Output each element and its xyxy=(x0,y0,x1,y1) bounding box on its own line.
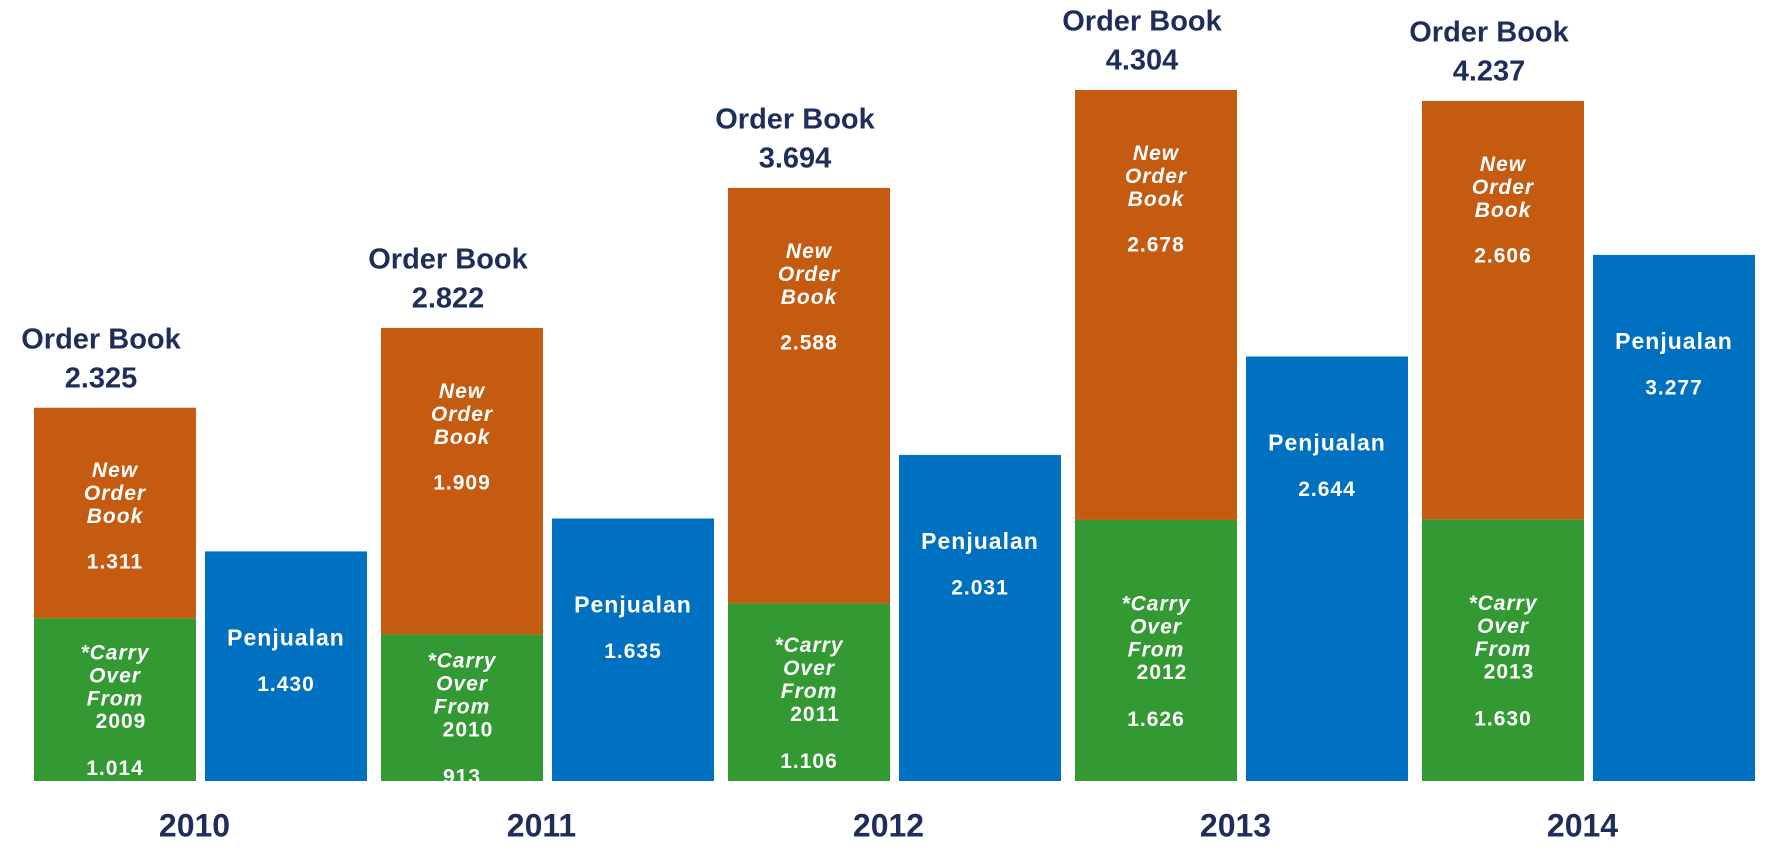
value-label: 913 xyxy=(443,765,481,788)
x-tick-label: 2014 xyxy=(1547,807,1618,843)
total-value: 3.694 xyxy=(759,143,832,175)
value-label: 1.106 xyxy=(780,750,838,773)
value-label: 2.606 xyxy=(1474,244,1532,267)
total-name: Order Book xyxy=(1062,6,1222,38)
bar-sales xyxy=(205,551,367,781)
bar-new-order xyxy=(34,407,196,619)
bar-carry-over xyxy=(728,603,890,781)
bar-new-order xyxy=(1422,100,1584,520)
value-label: 1.909 xyxy=(433,471,491,494)
total-value: 2.822 xyxy=(412,283,485,315)
segment-label: New Order Book xyxy=(1472,152,1535,221)
segment-year: 2013 xyxy=(1484,661,1535,684)
total-name: Order Book xyxy=(368,244,528,276)
value-label: 1.014 xyxy=(86,757,144,780)
bar-new-order xyxy=(381,327,543,635)
value-label: 1.311 xyxy=(87,550,143,573)
segment-year: 2011 xyxy=(790,703,840,726)
total-name: Order Book xyxy=(21,323,181,355)
segment-label: New Order Book xyxy=(84,458,147,527)
total-value: 2.325 xyxy=(65,362,138,394)
value-label: 1.635 xyxy=(604,640,662,663)
segment-label: *Carry Over From xyxy=(774,634,843,703)
value-label: 3.277 xyxy=(1645,376,1703,399)
segment-label: *Carry Over From xyxy=(1468,592,1537,661)
segment-year: 2010 xyxy=(443,718,494,741)
segment-label: Penjualan xyxy=(227,624,345,650)
bar-carry-over xyxy=(34,618,196,781)
bar-sales xyxy=(552,518,714,781)
segment-label: Penjualan xyxy=(1268,430,1386,456)
x-tick-label: 2011 xyxy=(507,807,576,843)
value-label: 1.626 xyxy=(1127,708,1185,731)
bar-sales xyxy=(1246,356,1408,781)
x-tick-label: 2010 xyxy=(159,807,230,843)
value-label: 1.430 xyxy=(257,673,315,696)
segment-year: 2012 xyxy=(1137,661,1188,684)
bar-new-order xyxy=(1075,90,1237,520)
bar-carry-over xyxy=(1075,519,1237,781)
total-name: Order Book xyxy=(1409,16,1569,48)
value-label: 1.630 xyxy=(1474,708,1532,731)
total-value: 4.304 xyxy=(1106,45,1179,77)
bar-sales xyxy=(899,454,1061,781)
segment-label: New Order Book xyxy=(431,379,494,448)
segment-label: *Carry Over From xyxy=(427,649,496,718)
total-name: Order Book xyxy=(715,104,875,136)
segment-label: *Carry Over From xyxy=(80,641,149,710)
value-label: 2.644 xyxy=(1298,478,1356,501)
segment-label: New Order Book xyxy=(778,239,841,308)
segment-label: Penjualan xyxy=(1615,328,1733,354)
segment-label: *Carry Over From xyxy=(1121,592,1190,661)
bar-sales xyxy=(1593,254,1755,782)
x-tick-label: 2013 xyxy=(1200,807,1271,843)
total-value: 4.237 xyxy=(1453,55,1526,87)
value-label: 2.031 xyxy=(951,576,1009,599)
segment-label: Penjualan xyxy=(574,592,692,618)
bar-carry-over xyxy=(1422,519,1584,781)
x-tick-label: 2012 xyxy=(853,807,924,843)
bar-new-order xyxy=(728,187,890,604)
bar-carry-over xyxy=(381,634,543,781)
segment-label: Penjualan xyxy=(921,528,1039,554)
value-label: 2.678 xyxy=(1127,234,1185,257)
segment-year: 2009 xyxy=(96,710,147,733)
segment-label: New Order Book xyxy=(1125,142,1188,211)
value-label: 2.588 xyxy=(780,331,838,354)
